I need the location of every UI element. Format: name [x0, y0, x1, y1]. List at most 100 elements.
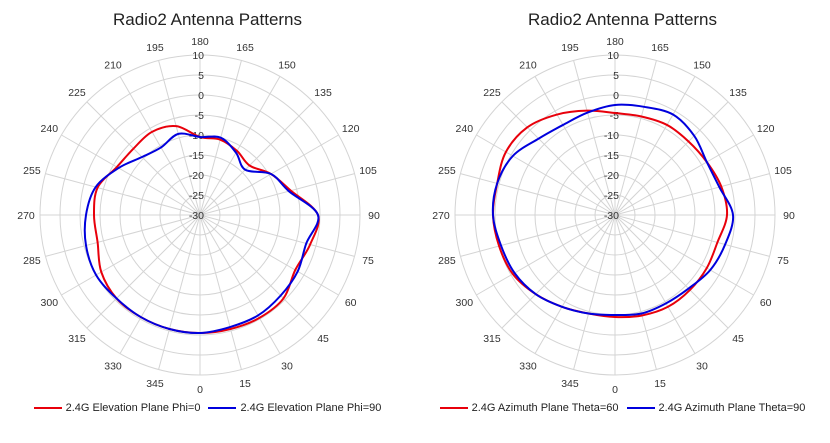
legend-swatch	[33, 407, 62, 409]
angle-tick-label: 135	[729, 87, 747, 99]
polar-chart: 0 153045607590105120135150165180195210225…	[17, 36, 380, 396]
legend: 2.4G Azimuth Plane Theta=60 2.4G Azimuth…	[415, 402, 830, 414]
grid-spoke	[61, 214, 201, 296]
angle-tick-label: 0	[197, 384, 203, 396]
angle-tick-label: 60	[760, 297, 772, 309]
radial-tick-label: 0	[613, 90, 619, 102]
angle-tick-label: 225	[483, 87, 501, 99]
legend-label: 2.4G Elevation Plane Phi=90	[240, 402, 382, 414]
radial-tick-label: -5	[195, 110, 204, 122]
grid-spoke	[614, 214, 696, 354]
angle-tick-label: 255	[23, 165, 41, 177]
grid-spoke	[476, 214, 616, 296]
legend-label: 2.4G Elevation Plane Phi=0	[65, 402, 201, 414]
angle-tick-label: 15	[654, 378, 666, 390]
angle-tick-label: 195	[561, 42, 579, 54]
radial-tick-label: -30	[189, 210, 204, 222]
grid-spoke	[199, 214, 355, 257]
radial-tick-label: 10	[607, 50, 619, 62]
angle-tick-label: 150	[693, 59, 711, 71]
radial-tick-label: -10	[604, 130, 619, 142]
angle-tick-label: 75	[362, 255, 374, 267]
angle-tick-label: 270	[432, 210, 450, 222]
angle-tick-label: 165	[236, 42, 254, 54]
grid-spoke	[614, 214, 754, 296]
legend: 2.4G Elevation Plane Phi=0 2.4G Elevatio…	[0, 402, 415, 414]
radial-tick-label: -15	[189, 150, 204, 162]
angle-tick-label: 225	[68, 87, 86, 99]
grid-spoke	[476, 134, 616, 216]
legend-swatch	[626, 407, 655, 409]
angle-tick-label: 255	[438, 165, 456, 177]
grid-spoke	[199, 173, 355, 216]
grid-spoke	[614, 101, 729, 216]
angle-tick-label: 15	[239, 378, 251, 390]
grid-spoke	[86, 101, 201, 216]
angle-tick-label: 315	[483, 333, 501, 345]
angle-tick-label: 270	[17, 210, 35, 222]
grid-spoke	[45, 214, 201, 257]
angle-tick-label: 150	[278, 59, 296, 71]
grid-spoke	[199, 214, 242, 370]
chart-title: Radio2 Antenna Patterns	[527, 10, 718, 29]
grid-spoke	[119, 76, 201, 216]
grid-spoke	[460, 214, 616, 257]
angle-tick-label: 135	[314, 87, 332, 99]
grid-spoke	[614, 76, 696, 216]
angle-tick-label: 90	[368, 210, 380, 222]
chart-panel-right: Radio2 Antenna Patterns 0 15 30 45 60 75 90 105…	[415, 0, 830, 443]
angle-tick-label: 105	[774, 165, 792, 177]
radial-tick-label: -5	[610, 110, 619, 122]
grid-spoke	[199, 214, 314, 329]
angle-tick-label: 90	[783, 210, 795, 222]
angle-tick-label: 105	[359, 165, 377, 177]
grid-spoke	[86, 214, 201, 329]
series-line	[491, 109, 729, 319]
grid-spoke	[199, 134, 339, 216]
radial-tick-label: -25	[189, 190, 204, 202]
series-line	[92, 124, 320, 334]
grid-spoke	[501, 101, 616, 216]
angle-tick-label: 75	[777, 255, 789, 267]
series-line	[83, 132, 320, 335]
angle-tick-label: 345	[561, 378, 579, 390]
grid-spoke	[534, 214, 616, 354]
grid-spoke	[614, 173, 770, 216]
angle-tick-label: 30	[696, 361, 708, 373]
angle-tick-label: 210	[104, 59, 122, 71]
grid-spoke	[199, 214, 281, 354]
grid-spoke	[158, 214, 201, 370]
radial-tick-label: 10	[192, 50, 204, 62]
grid-spoke	[614, 214, 770, 257]
grid-spoke	[614, 134, 754, 216]
legend-item: 2.4G Azimuth Plane Theta=90	[626, 402, 805, 414]
angle-tick-label: 330	[519, 361, 537, 373]
grid-spoke	[534, 76, 616, 216]
grid-spoke	[158, 60, 201, 216]
angle-tick-label: 240	[456, 123, 474, 135]
angle-tick-label: 0	[612, 384, 618, 396]
grid-spoke	[199, 76, 281, 216]
angle-tick-label: 300	[41, 297, 59, 309]
angle-tick-label: 330	[104, 361, 122, 373]
radial-tick-label: -15	[604, 150, 619, 162]
angle-tick-label: 300	[456, 297, 474, 309]
radial-tick-label: -30	[604, 210, 619, 222]
grid-spoke	[45, 173, 201, 216]
angle-tick-label: 195	[146, 42, 164, 54]
series-line	[491, 103, 735, 317]
angle-tick-label: 210	[519, 59, 537, 71]
legend-swatch	[439, 407, 468, 409]
grid-spoke	[573, 214, 616, 370]
angle-tick-label: 285	[23, 255, 41, 267]
grid-spoke	[199, 101, 314, 216]
grid-spoke	[614, 60, 657, 216]
angle-tick-label: 180	[191, 36, 209, 48]
angle-tick-label: 315	[68, 333, 86, 345]
angle-tick-label: 120	[342, 123, 360, 135]
angle-tick-label: 45	[732, 333, 744, 345]
grid-spoke	[501, 214, 616, 329]
radial-tick-label: 0	[198, 90, 204, 102]
radial-tick-label: -25	[604, 190, 619, 202]
grid-spoke	[61, 134, 201, 216]
